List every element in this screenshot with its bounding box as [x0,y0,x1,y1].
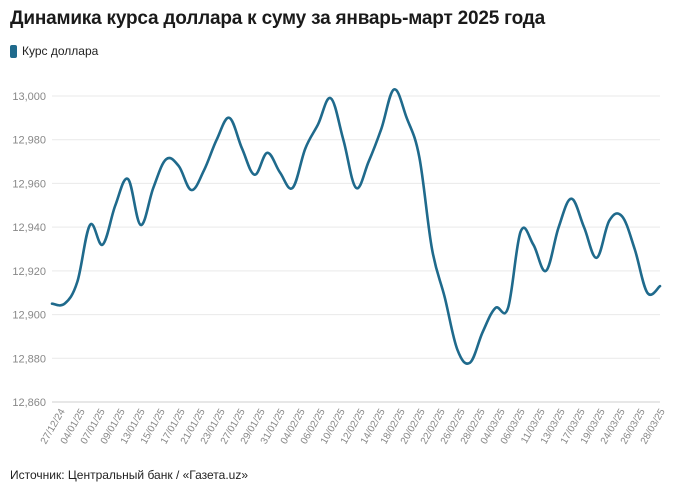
y-tick-label: 12,860 [12,397,46,409]
x-axis-ticks: 27/12/2404/01/2507/01/2509/01/2513/01/25… [39,407,668,447]
grid-lines [52,95,660,403]
legend: Курс доллара [10,44,98,58]
y-tick-label: 12,900 [12,310,46,322]
y-tick-label: 12,880 [12,353,46,365]
chart-title: Динамика курса доллара к суму за январь-… [10,8,546,29]
series-line [50,88,662,365]
y-tick-label: 12,980 [12,135,46,147]
legend-swatch [10,44,17,58]
y-axis-ticks: 12,860 12,880 12,900 12,920 12,940 12,960 12,9… [12,91,46,409]
source-note: Источник: Центральный банк / «Газета.uz» [10,468,249,482]
y-tick-label: 12,920 [12,266,46,278]
series-lines [50,88,662,365]
y-tick-label: 12,940 [12,222,46,234]
legend-label: Курс доллара [22,44,99,58]
y-tick-label: 13,000 [12,91,46,103]
y-tick-label: 12,960 [12,178,46,190]
